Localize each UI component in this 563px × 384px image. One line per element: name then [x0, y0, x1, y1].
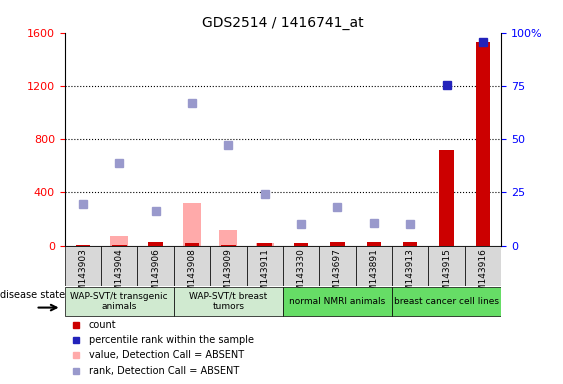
- Bar: [330, 242, 345, 246]
- Bar: [210, 246, 247, 286]
- Text: GSM143915: GSM143915: [442, 248, 451, 303]
- Bar: [439, 150, 454, 246]
- Bar: [112, 245, 127, 246]
- Bar: [367, 242, 381, 246]
- Bar: [183, 203, 201, 246]
- Bar: [149, 242, 163, 246]
- Text: disease state: disease state: [0, 290, 65, 300]
- Text: percentile rank within the sample: percentile rank within the sample: [89, 335, 254, 345]
- Title: GDS2514 / 1416741_at: GDS2514 / 1416741_at: [202, 16, 364, 30]
- Bar: [65, 246, 101, 286]
- Bar: [174, 287, 283, 316]
- Bar: [257, 243, 272, 246]
- Text: normal NMRI animals: normal NMRI animals: [289, 297, 386, 306]
- Text: GSM143913: GSM143913: [406, 248, 415, 303]
- Text: GSM143909: GSM143909: [224, 248, 233, 303]
- Text: value, Detection Call = ABSENT: value, Detection Call = ABSENT: [89, 351, 244, 361]
- Text: GSM143330: GSM143330: [297, 248, 306, 303]
- Bar: [283, 246, 319, 286]
- Bar: [75, 245, 90, 246]
- Bar: [392, 287, 501, 316]
- Bar: [476, 42, 490, 246]
- Bar: [256, 243, 274, 246]
- Bar: [110, 237, 128, 246]
- Bar: [392, 246, 428, 286]
- Bar: [221, 245, 236, 246]
- Bar: [283, 287, 392, 316]
- Text: GSM143891: GSM143891: [369, 248, 378, 303]
- Bar: [174, 246, 210, 286]
- Bar: [294, 243, 309, 246]
- Bar: [219, 230, 238, 246]
- Bar: [137, 246, 174, 286]
- Text: GSM143911: GSM143911: [260, 248, 269, 303]
- Bar: [65, 287, 174, 316]
- Text: breast cancer cell lines: breast cancer cell lines: [394, 297, 499, 306]
- Text: WAP-SVT/t transgenic
animals: WAP-SVT/t transgenic animals: [70, 292, 168, 311]
- Bar: [428, 246, 464, 286]
- Bar: [356, 246, 392, 286]
- Bar: [319, 246, 356, 286]
- Bar: [464, 246, 501, 286]
- Bar: [247, 246, 283, 286]
- Text: GSM143904: GSM143904: [115, 248, 124, 303]
- Text: WAP-SVT/t breast
tumors: WAP-SVT/t breast tumors: [189, 292, 267, 311]
- Text: count: count: [89, 320, 117, 330]
- Bar: [101, 246, 137, 286]
- Text: GSM143906: GSM143906: [151, 248, 160, 303]
- Text: GSM143916: GSM143916: [479, 248, 488, 303]
- Text: rank, Detection Call = ABSENT: rank, Detection Call = ABSENT: [89, 366, 239, 376]
- Text: GSM143908: GSM143908: [187, 248, 196, 303]
- Bar: [403, 242, 417, 246]
- Bar: [185, 243, 199, 246]
- Text: GSM143903: GSM143903: [78, 248, 87, 303]
- Text: GSM143697: GSM143697: [333, 248, 342, 303]
